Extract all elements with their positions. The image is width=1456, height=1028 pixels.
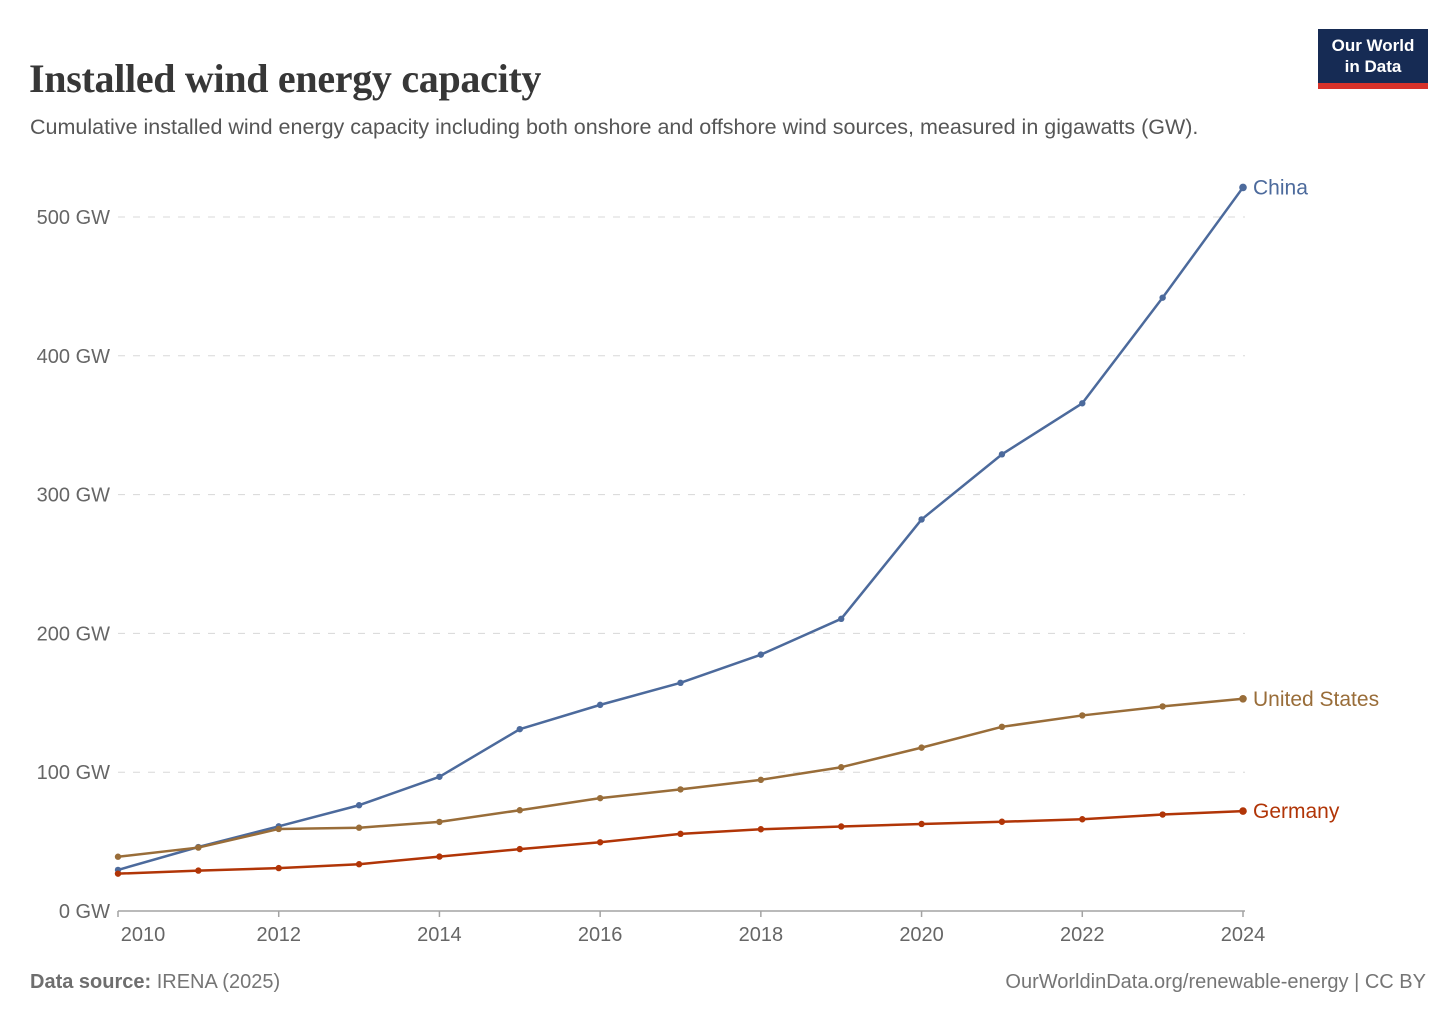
owid-logo-box: Our World in Data xyxy=(1318,29,1428,84)
series-label-united-states[interactable]: United States xyxy=(1253,688,1379,711)
data-point-united-states xyxy=(355,824,363,831)
x-tick-label: 2012 xyxy=(256,924,301,946)
owid-logo[interactable]: Our World in Data xyxy=(1318,29,1428,90)
x-tick-label: 2018 xyxy=(739,924,784,946)
series-line-germany[interactable] xyxy=(116,809,1245,875)
data-point-germany xyxy=(1079,816,1086,823)
credit-link[interactable]: OurWorldinData.org/renewable-energy | CC… xyxy=(1005,971,1426,993)
data-point-united-states xyxy=(838,764,845,771)
data-point-germany xyxy=(1239,807,1247,815)
series-line-china[interactable] xyxy=(116,186,1245,872)
data-source-label: Data source: xyxy=(30,971,152,993)
data-point-germany xyxy=(516,845,523,853)
data-point-china xyxy=(757,651,765,658)
series-label-china[interactable]: China xyxy=(1253,176,1308,199)
data-point-united-states xyxy=(596,794,604,802)
y-tick-label: 400 GW xyxy=(37,346,110,368)
data-point-germany xyxy=(1159,811,1166,818)
data-point-china xyxy=(1079,400,1086,407)
data-point-united-states xyxy=(275,825,282,833)
y-tick-label: 200 GW xyxy=(37,623,110,645)
x-tick-label: 2014 xyxy=(417,924,462,946)
x-tick-label: 2022 xyxy=(1060,924,1105,946)
data-point-china xyxy=(355,802,363,809)
data-point-united-states xyxy=(114,853,122,860)
x-tick-label: 2020 xyxy=(899,924,944,946)
data-point-china xyxy=(516,725,523,733)
data-point-germany xyxy=(998,818,1006,825)
series-label-germany[interactable]: Germany xyxy=(1253,800,1340,823)
data-point-china xyxy=(1239,183,1247,192)
data-point-united-states xyxy=(1079,712,1086,719)
data-point-germany xyxy=(195,867,202,874)
data-point-china xyxy=(436,773,443,780)
data-point-germany xyxy=(838,823,845,830)
y-tick-label: 100 GW xyxy=(37,762,110,784)
y-tick-label: 300 GW xyxy=(37,485,110,507)
y-tick-label: 0 GW xyxy=(59,901,110,923)
data-point-germany xyxy=(918,820,925,828)
y-tick-label: 500 GW xyxy=(37,207,110,229)
owid-logo-line1: Our World xyxy=(1331,36,1415,55)
data-point-china xyxy=(998,451,1006,458)
data-source: Data source: IRENA (2025) xyxy=(30,971,280,994)
data-point-united-states xyxy=(1159,703,1166,710)
data-point-china xyxy=(596,701,604,709)
data-point-germany xyxy=(596,839,604,846)
chart-title: Installed wind energy capacity xyxy=(29,55,542,101)
data-point-germany xyxy=(355,861,363,868)
data-point-china xyxy=(838,615,845,623)
data-point-united-states xyxy=(1239,694,1247,703)
data-point-china xyxy=(677,679,684,687)
data-point-united-states xyxy=(757,776,765,784)
x-tick-label: 2010 xyxy=(121,924,166,946)
x-tick-label: 2016 xyxy=(578,924,623,946)
data-point-germany xyxy=(275,864,282,872)
data-point-germany xyxy=(436,853,443,860)
chart-subtitle: Cumulative installed wind energy capacit… xyxy=(30,114,1199,139)
owid-logo-red-bar xyxy=(1318,83,1428,90)
owid-logo-line2: in Data xyxy=(1344,56,1402,76)
data-point-united-states xyxy=(677,786,684,793)
data-point-united-states xyxy=(998,723,1006,731)
data-point-united-states xyxy=(918,744,925,751)
data-point-united-states xyxy=(195,844,202,851)
data-point-germany xyxy=(757,826,765,833)
data-source-link[interactable]: IRENA (2025) xyxy=(156,971,281,993)
data-point-china xyxy=(1159,294,1166,301)
data-point-united-states xyxy=(516,807,523,814)
data-point-united-states xyxy=(436,818,443,826)
data-point-germany xyxy=(677,830,684,838)
data-point-germany xyxy=(114,870,122,877)
x-tick-label: 2024 xyxy=(1221,924,1266,946)
data-point-china xyxy=(918,516,925,523)
